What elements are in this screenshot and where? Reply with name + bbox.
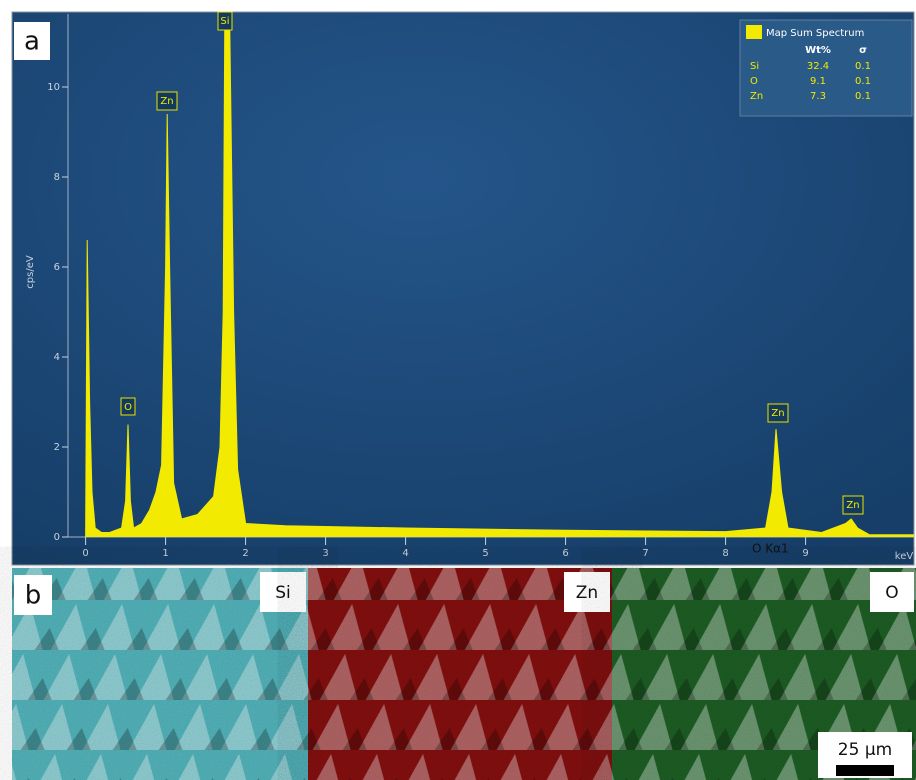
figure: 0 2 4 6 8 10 0 1 2 3 4 5 6 7 8 9 a cps/eV keV Si Zn O Z… — [0, 0, 916, 780]
x-tick-label: 1 — [162, 548, 168, 559]
panel-label: a — [24, 27, 40, 57]
legend-cell: Si — [750, 61, 759, 72]
x-tick-label: 4 — [402, 548, 408, 559]
legend: Map Sum Spectrum Wt% σ Si 32.4 0.1 O 9.1 0.1 Z… — [740, 20, 912, 116]
y-tick-label: 0 — [54, 532, 60, 543]
legend-cell: Zn — [750, 91, 763, 102]
x-tick-label: 2 — [242, 548, 248, 559]
x-tick-label: 8 — [722, 548, 728, 559]
peak-label-text: Zn — [771, 408, 784, 419]
legend-cell: 0.1 — [855, 76, 871, 87]
map-label: Zn — [576, 583, 598, 603]
y-tick-label: 2 — [54, 442, 60, 453]
legend-swatch — [746, 25, 762, 39]
legend-cell: 0.1 — [855, 91, 871, 102]
peak-label-text: Si — [220, 16, 229, 27]
panel-label: b — [25, 581, 42, 611]
x-axis-label: keV — [895, 551, 914, 562]
x-tick-label: 3 — [322, 548, 328, 559]
x-tick-label: 0 — [82, 548, 88, 559]
y-tick-label: 4 — [54, 352, 60, 363]
peak-label-text: Zn — [160, 96, 173, 107]
map-label: O — [885, 583, 898, 603]
map-label: Si — [275, 583, 291, 603]
peak-label-text: O — [124, 402, 132, 413]
y-tick-label: 8 — [54, 172, 60, 183]
legend-cell: 32.4 — [807, 61, 829, 72]
scale-bar — [836, 765, 894, 776]
peak-label-text: Zn — [846, 500, 859, 511]
legend-header: Wt% — [805, 45, 831, 56]
peak-label: O — [121, 398, 135, 415]
legend-cell: 7.3 — [810, 91, 826, 102]
legend-cell: O — [750, 76, 758, 87]
peak-label: Si — [218, 12, 232, 30]
peak-label: Zn — [843, 496, 863, 514]
legend-title: Map Sum Spectrum — [766, 28, 864, 39]
legend-cell: 9.1 — [810, 76, 826, 87]
x-tick-label: 5 — [482, 548, 488, 559]
legend-header: σ — [859, 45, 867, 56]
peak-label: Zn — [157, 92, 177, 110]
y-tick-label: 6 — [54, 262, 60, 273]
x-tick-label: 9 — [802, 548, 808, 559]
y-tick-label: 10 — [47, 82, 60, 93]
peak-label: Zn — [768, 404, 788, 422]
scale-bar-label: 25 µm — [838, 740, 892, 760]
x-tick-label: 6 — [562, 548, 568, 559]
legend-cell: 0.1 — [855, 61, 871, 72]
x-tick-label: 7 — [642, 548, 648, 559]
y-axis-label: cps/eV — [25, 255, 36, 289]
peak-line-label: O Kα1 — [752, 542, 789, 556]
